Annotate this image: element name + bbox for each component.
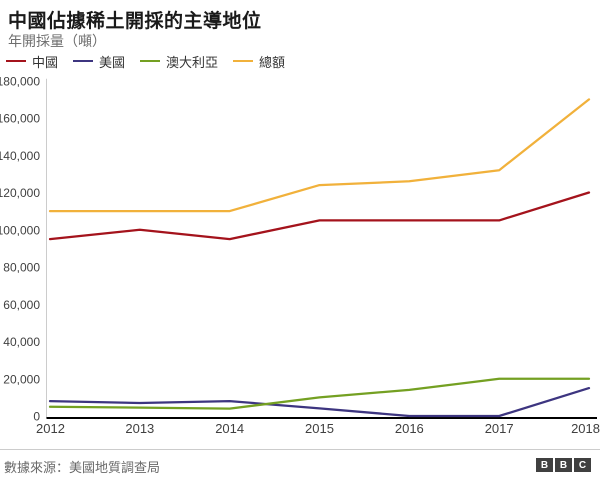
x-tick-label: 2015: [305, 421, 334, 436]
chart-subtitle: 年開採量（噸）: [8, 33, 106, 49]
y-tick-label: 120,000: [0, 186, 40, 200]
source-attribution: 數據來源：美國地質調查局: [4, 460, 161, 475]
legend-swatch-china: [6, 60, 26, 62]
y-tick-label: 60,000: [3, 298, 40, 312]
bbc-logo-block: B: [555, 458, 572, 472]
x-tick-label: 2012: [36, 421, 65, 436]
x-tick-label: 2017: [485, 421, 514, 436]
legend-swatch-australia: [140, 60, 161, 62]
y-tick-label: 100,000: [0, 223, 40, 237]
legend-swatch-usa: [73, 60, 94, 62]
footer-divider: [0, 449, 600, 450]
y-tick-label: 20,000: [3, 372, 40, 386]
x-tick-label: 2018: [571, 421, 600, 436]
legend-label-australia: 澳大利亞: [166, 54, 219, 70]
legend-label-usa: 美國: [99, 54, 126, 70]
legend-label-china: 中國: [32, 54, 59, 70]
legend-item-usa: 美國: [73, 52, 125, 71]
line-chart: 0 20,000 40,000 60,000 80,000 100,000 120,000 1…: [0, 74, 600, 436]
legend-item-australia: 澳大利亞: [140, 52, 218, 71]
y-tick-label: 80,000: [3, 261, 40, 275]
legend-item-china: 中國: [6, 52, 58, 71]
series-line-australia: [48, 377, 591, 410]
y-tick-label: 0: [33, 410, 40, 424]
legend-swatch-total: [233, 60, 254, 62]
y-tick-label: 160,000: [0, 112, 40, 126]
series-line-usa: [48, 386, 591, 418]
x-tick-label: 2014: [215, 421, 244, 436]
y-tick-label: 140,000: [0, 149, 40, 163]
bbc-logo-block: C: [574, 458, 591, 472]
legend: 中國 美國 澳大利亞 總額: [6, 52, 285, 71]
series-line-china: [48, 191, 591, 241]
legend-item-total: 總額: [233, 52, 285, 71]
x-tick-label: 2013: [125, 421, 154, 436]
x-tick-label: 2016: [395, 421, 424, 436]
y-tick-label: 180,000: [0, 74, 40, 88]
bbc-logo-block: B: [536, 458, 553, 472]
y-tick-label: 40,000: [3, 335, 40, 349]
chart-title: 中國佔據稀土開採的主導地位: [8, 11, 262, 32]
legend-label-total: 總額: [259, 54, 286, 70]
series-line-total: [48, 98, 591, 213]
